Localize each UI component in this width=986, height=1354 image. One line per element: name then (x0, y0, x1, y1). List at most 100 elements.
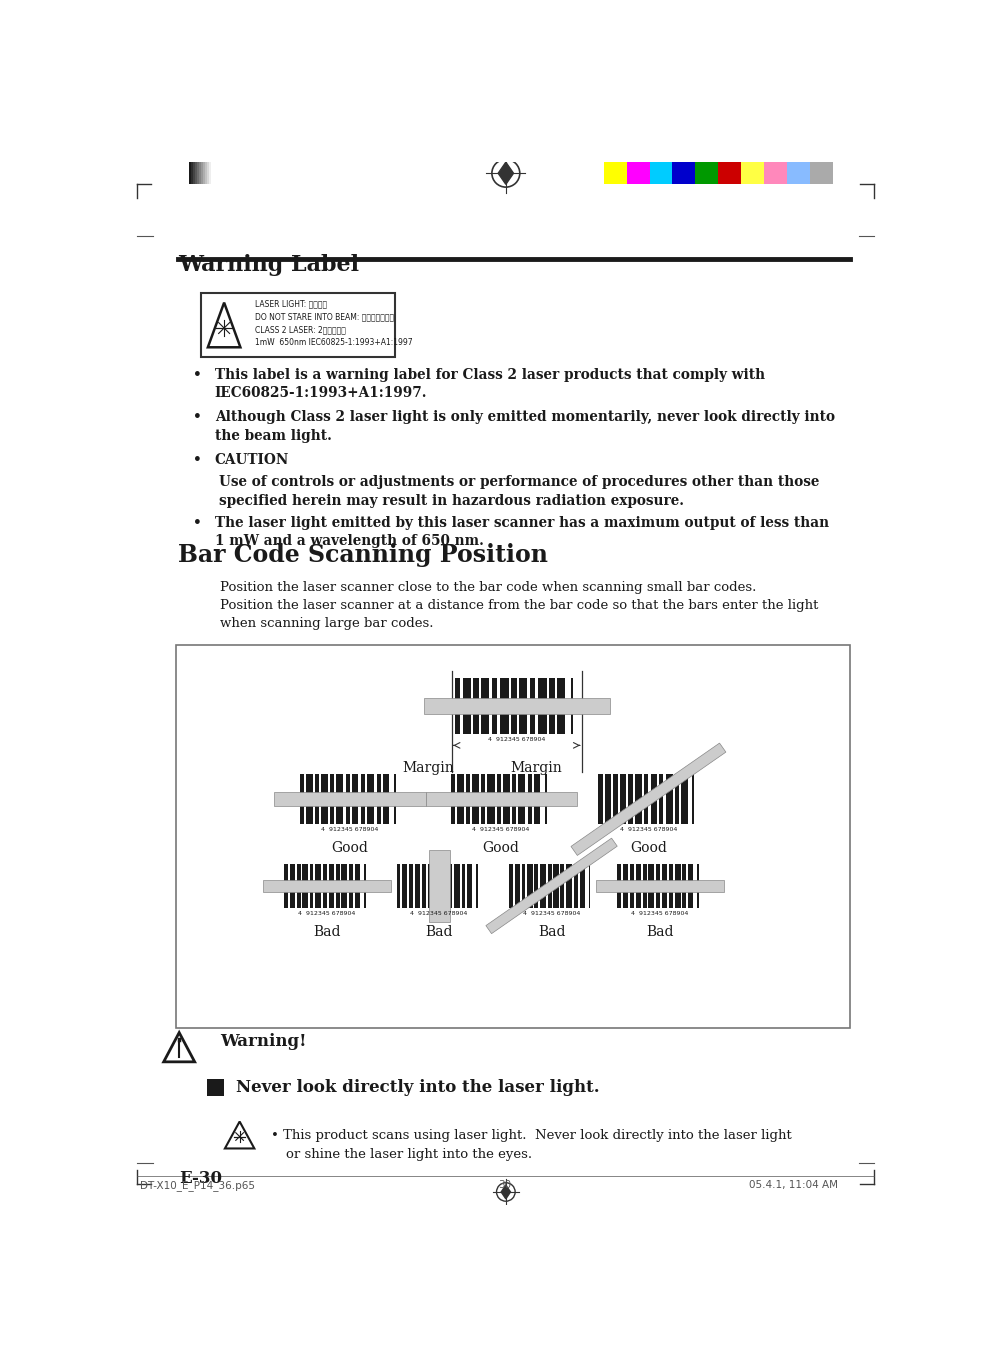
Bar (451, 774, 455, 825)
Text: 05.4.1, 11:04 AM: 05.4.1, 11:04 AM (748, 1179, 837, 1190)
Bar (588, 864, 590, 909)
Bar (466, 864, 472, 909)
Bar (786, 162, 809, 184)
Bar (622, 864, 628, 909)
Bar (197, 162, 199, 184)
Bar (202, 162, 204, 184)
Bar (691, 774, 693, 825)
Bar (665, 774, 672, 825)
Text: The laser light emitted by this laser scanner has a maximum output of less than: The laser light emitted by this laser sc… (215, 516, 828, 529)
Bar (455, 678, 459, 734)
Bar (763, 162, 786, 184)
Text: Bar Code Scanning Position: Bar Code Scanning Position (177, 543, 547, 567)
Bar (462, 678, 470, 734)
Text: 1 mW and a wavelength of 650 nm.: 1 mW and a wavelength of 650 nm. (215, 533, 483, 547)
Text: 4  912345 678904: 4 912345 678904 (487, 737, 545, 742)
Bar (201, 294, 394, 356)
Bar (335, 864, 339, 909)
Text: CAUTION: CAUTION (215, 452, 289, 467)
Bar (321, 774, 327, 825)
Text: Position the laser scanner at a distance from the bar code so that the bars ente: Position the laser scanner at a distance… (220, 598, 817, 612)
Text: This label is a warning label for Class 2 laser products that comply with: This label is a warning label for Class … (215, 368, 764, 382)
Bar (557, 678, 564, 734)
Bar (376, 774, 381, 825)
Bar (448, 864, 452, 909)
Bar (539, 864, 545, 909)
Bar (383, 774, 388, 825)
Bar (487, 774, 494, 825)
Bar (401, 864, 407, 909)
Bar (284, 864, 369, 909)
Bar (687, 864, 692, 909)
Bar (328, 864, 333, 909)
Bar (649, 162, 671, 184)
Text: Warning Label: Warning Label (177, 253, 358, 276)
Polygon shape (485, 838, 616, 934)
Text: Use of controls or adjustments or performance of procedures other than those: Use of controls or adjustments or perfor… (219, 475, 818, 490)
Bar (496, 774, 501, 825)
Bar (284, 864, 288, 909)
Bar (481, 678, 488, 734)
Bar (596, 880, 724, 892)
Bar (533, 774, 540, 825)
Text: CLASS 2 LASER: 2類激光產品: CLASS 2 LASER: 2類激光產品 (254, 325, 346, 334)
Bar (573, 864, 577, 909)
Bar (634, 774, 641, 825)
Bar (204, 162, 206, 184)
Bar (451, 774, 551, 825)
Text: E-30: E-30 (179, 1170, 222, 1186)
Bar (612, 774, 617, 825)
Text: 4  912345 678904: 4 912345 678904 (410, 911, 467, 917)
Bar (302, 864, 308, 909)
Bar (199, 162, 201, 184)
Text: DO NOT STARE INTO BEAM: 勿直視激光光束: DO NOT STARE INTO BEAM: 勿直視激光光束 (254, 313, 393, 321)
Text: •: • (193, 410, 202, 424)
Text: specified herein may result in hazardous radiation exposure.: specified herein may result in hazardous… (219, 494, 683, 508)
Text: 4  912345 678904: 4 912345 678904 (631, 911, 688, 917)
Bar (306, 774, 313, 825)
Bar (189, 162, 191, 184)
Bar (465, 774, 469, 825)
Bar (627, 774, 632, 825)
Bar (329, 774, 334, 825)
Bar (553, 864, 558, 909)
Bar (409, 864, 412, 909)
Text: Bad: Bad (646, 925, 673, 940)
Polygon shape (498, 162, 513, 184)
Bar (547, 864, 551, 909)
Bar (650, 774, 656, 825)
Bar (472, 678, 478, 734)
Text: Although Class 2 laser light is only emitted momentarily, never look directly in: Although Class 2 laser light is only emi… (215, 410, 834, 424)
Bar (579, 864, 585, 909)
Text: Warning!: Warning! (220, 1033, 307, 1051)
Bar (519, 678, 527, 734)
Bar (290, 864, 295, 909)
Bar (367, 774, 374, 825)
Bar (441, 864, 446, 909)
Bar (511, 774, 516, 825)
Text: 30: 30 (498, 1179, 511, 1190)
Bar (393, 774, 395, 825)
Bar (491, 678, 497, 734)
Text: Margin: Margin (402, 761, 454, 774)
Text: 4  912345 678904: 4 912345 678904 (298, 911, 355, 917)
Bar (694, 162, 718, 184)
Bar (274, 792, 425, 806)
Bar (207, 1079, 224, 1095)
Bar (454, 864, 459, 909)
Polygon shape (501, 1185, 510, 1198)
Bar (518, 774, 525, 825)
Bar (195, 162, 197, 184)
Bar (455, 678, 578, 734)
Bar (511, 678, 516, 734)
Bar (598, 774, 601, 825)
Text: Good: Good (331, 841, 368, 856)
Text: •: • (193, 452, 202, 467)
Bar (425, 792, 576, 806)
Text: Never look directly into the laser light.: Never look directly into the laser light… (236, 1079, 599, 1095)
Text: IEC60825-1:1993+A1:1997.: IEC60825-1:1993+A1:1997. (215, 386, 427, 401)
Bar (527, 864, 532, 909)
Bar (570, 678, 573, 734)
Text: •: • (193, 516, 202, 529)
Bar (656, 864, 660, 909)
